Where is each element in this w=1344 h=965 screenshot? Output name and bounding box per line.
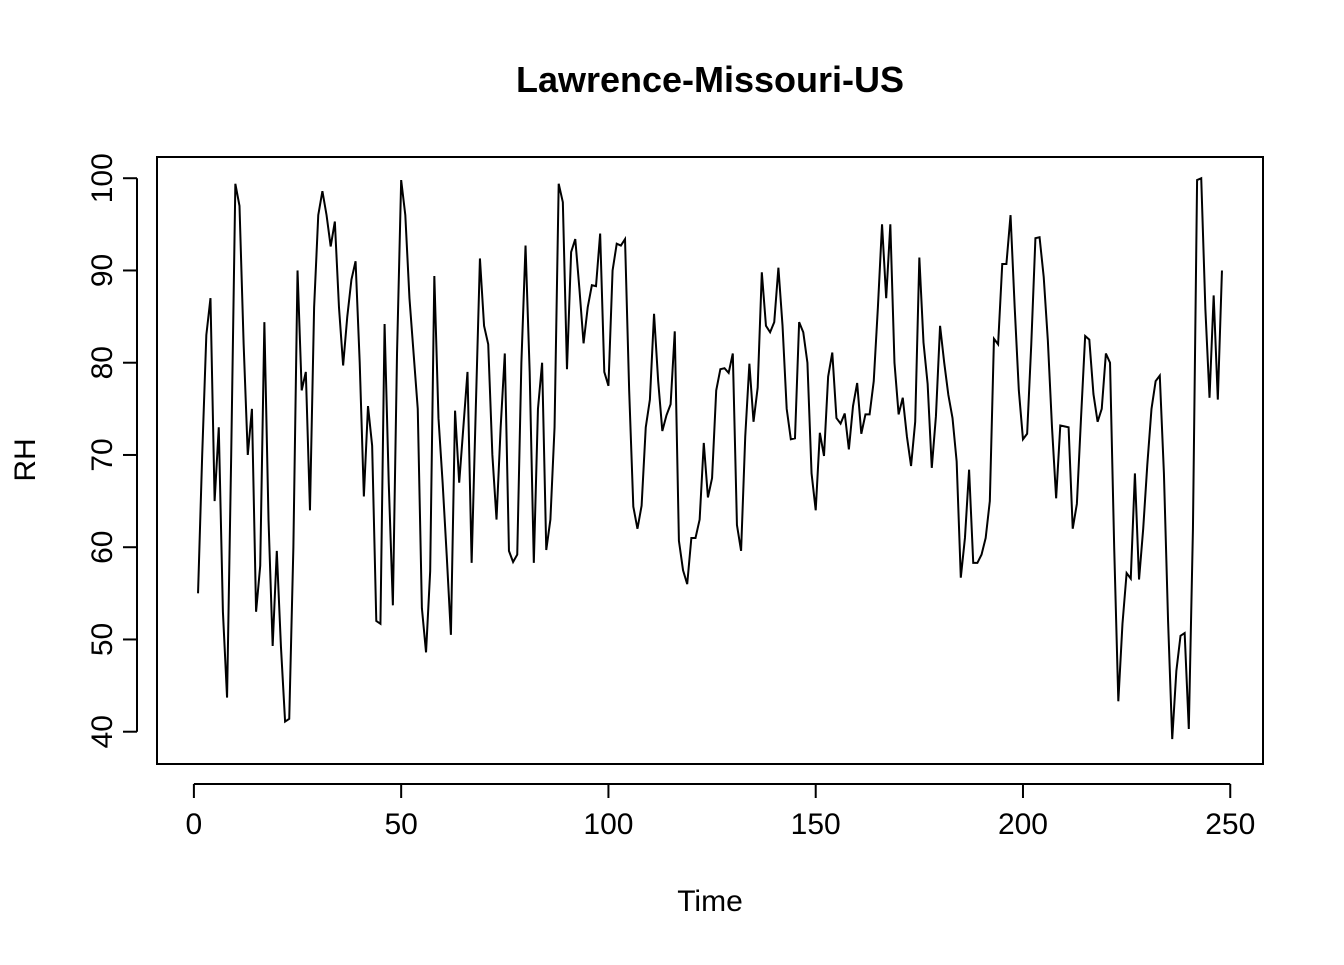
y-tick-label: 100 bbox=[86, 153, 119, 203]
y-tick-label: 50 bbox=[86, 623, 119, 656]
y-tick-label: 90 bbox=[86, 254, 119, 287]
chart-title: Lawrence-Missouri-US bbox=[516, 59, 904, 100]
y-axis: 40 50 60 70 80 90 100 bbox=[86, 153, 138, 748]
series-layer bbox=[197, 176, 1223, 740]
y-tick-label: 70 bbox=[86, 438, 119, 471]
x-tick-label: 250 bbox=[1205, 808, 1255, 841]
x-axis: 0 50 100 150 200 250 bbox=[186, 783, 1255, 841]
y-tick-label: 60 bbox=[86, 531, 119, 564]
x-axis-label: Time bbox=[677, 885, 743, 918]
x-tick-label: 0 bbox=[186, 808, 203, 841]
y-tick-label: 80 bbox=[86, 346, 119, 379]
y-axis-label: RH bbox=[9, 438, 42, 481]
plot-frame bbox=[156, 156, 1264, 765]
series-line bbox=[197, 176, 1223, 740]
x-tick-label: 100 bbox=[583, 808, 633, 841]
x-tick-label: 200 bbox=[998, 808, 1048, 841]
x-tick-label: 50 bbox=[384, 808, 417, 841]
y-tick-label: 40 bbox=[86, 715, 119, 748]
x-tick-label: 150 bbox=[791, 808, 841, 841]
